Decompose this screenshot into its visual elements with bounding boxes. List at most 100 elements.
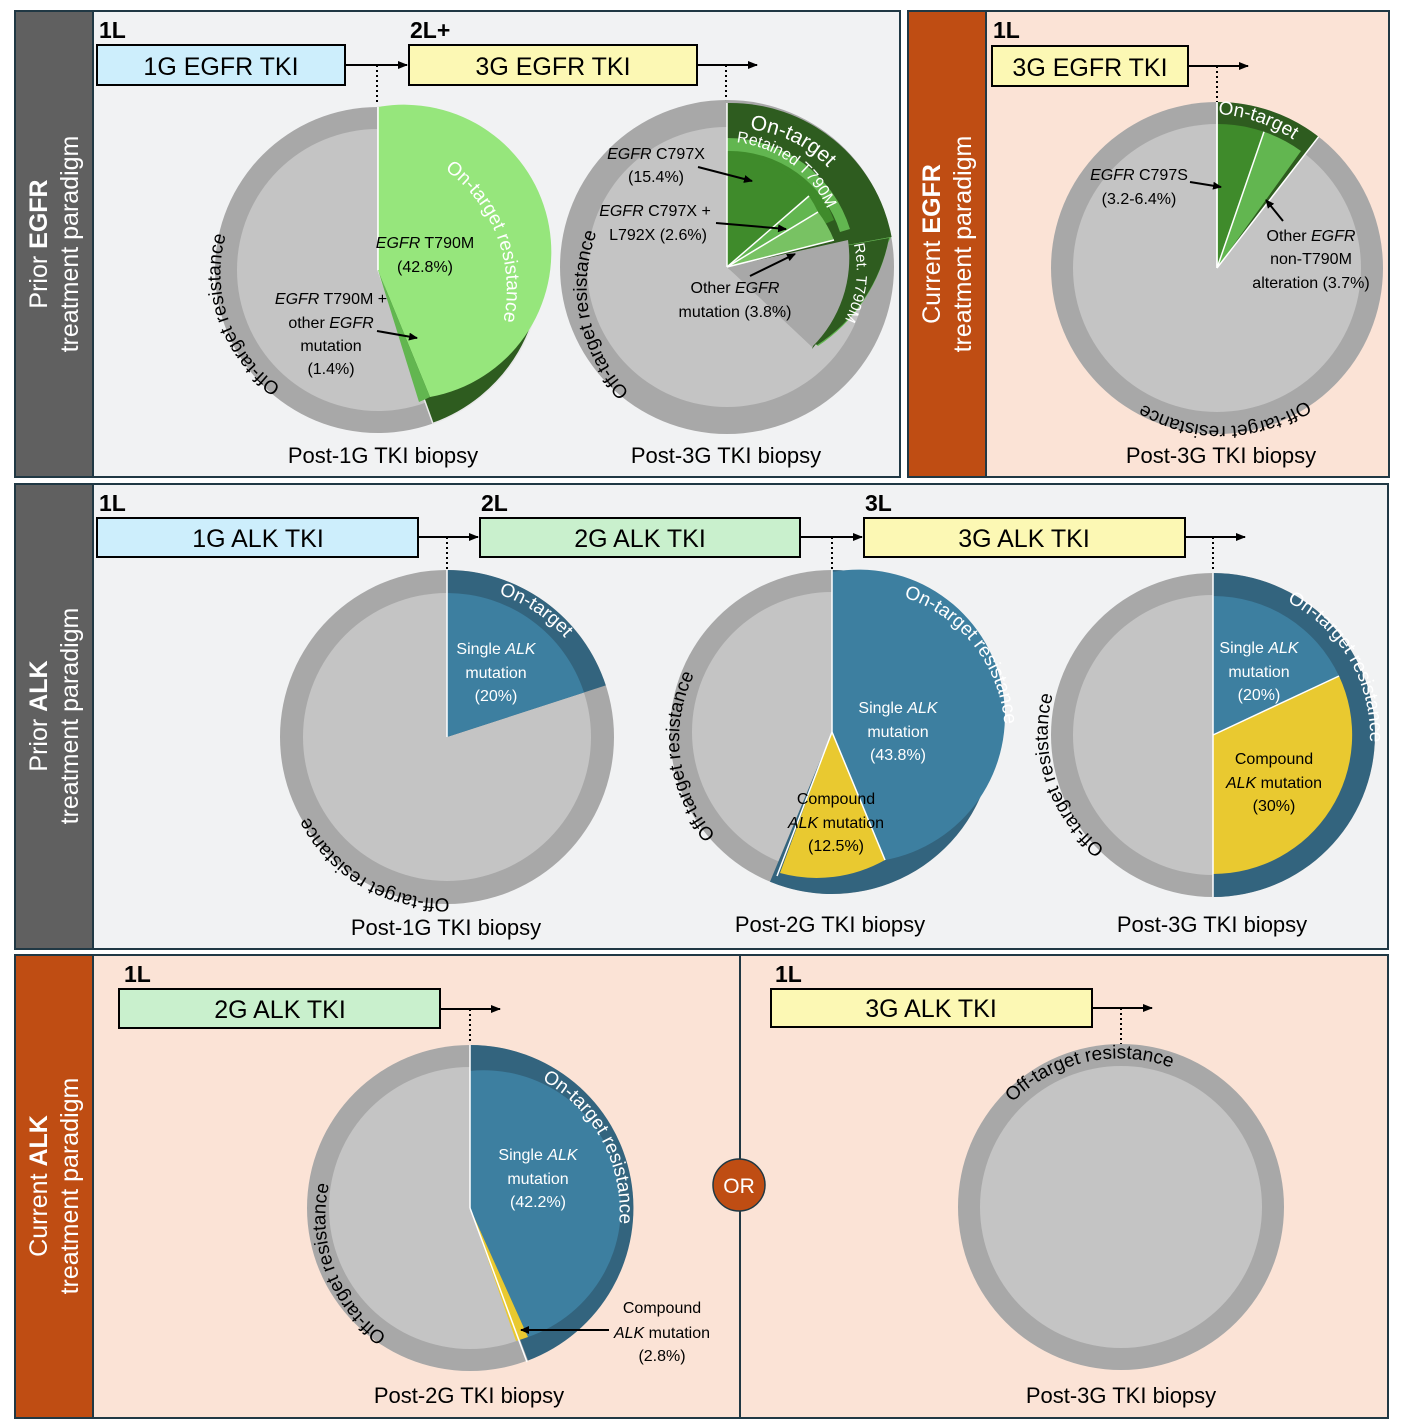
other-egfr-pointer-arrow: [1265, 199, 1284, 222]
current-egfr-sidebar-line1: Current EGFR: [918, 164, 946, 324]
prior-alk-sidebar: [14, 483, 94, 950]
compound-alk-line2: ALK mutation: [613, 1325, 710, 1342]
pie-inner: [980, 1066, 1262, 1348]
current-alk-sidebar-line1: Current ALK: [25, 1115, 53, 1257]
prior-alk-line-2l: 2L: [481, 490, 508, 516]
combo-pointer-arrow: [376, 330, 418, 341]
single-alk-slice: [1213, 595, 1339, 735]
post-3g-alk-pie: On-target resistance Off-target resistan…: [1032, 573, 1386, 897]
current-alk-sidebar: [14, 954, 94, 1419]
single-alk-line2: mutation: [1228, 664, 1289, 681]
post-1g-alk-caption: Post-1G TKI biopsy: [351, 915, 541, 940]
c797s-pct: (3.2-6.4%): [1102, 191, 1177, 208]
prior-alk-1g-tki-box: [96, 517, 419, 558]
current-egfr-caption: Post-3G TKI biopsy: [1126, 443, 1316, 468]
single-alk-line1: Single ALK: [498, 1147, 578, 1164]
c797x-pointer-arrow: [697, 166, 753, 183]
t790m-combo-line2: other EGFR: [288, 315, 374, 332]
compound-alk-slice: [1213, 676, 1353, 875]
other-egfr-slice: [727, 212, 834, 267]
current-alk-sidebar-line2: treatment paradigm: [56, 1078, 84, 1295]
prior-egfr-sidebar-line2: treatment paradigm: [56, 136, 84, 353]
current-alk-right-line-1l: 1L: [775, 961, 802, 987]
prior-egfr-line-1l: 1L: [99, 17, 126, 43]
prior-alk-line-1l: 1L: [99, 490, 126, 516]
or-label: OR: [723, 1175, 755, 1198]
current-alk-3g-tki-label: 3G ALK TKI: [865, 995, 997, 1023]
current-egfr-section: Current EGFR treatment paradigm 1L 3G EG…: [907, 10, 1390, 478]
prior-egfr-sidebar-line1: Prior EGFR: [25, 179, 53, 308]
compound-alk-pct: (12.5%): [808, 838, 864, 855]
compound-alk-pct: (30%): [1253, 798, 1296, 815]
prior-alk-1g-tki-label: 1G ALK TKI: [192, 525, 324, 553]
c797x-l792x-pointer-arrow: [715, 222, 787, 233]
post-3g-alk-caption: Post-3G TKI biopsy: [1117, 912, 1307, 937]
single-alk-line1: Single ALK: [858, 700, 938, 717]
other-egfr-slice: [1217, 131, 1301, 268]
current-egfr-post-3g-pie: On-target Off-target resistance EGFR C79…: [1051, 98, 1383, 442]
single-alk-line2: mutation: [507, 1171, 568, 1188]
c797x-l792x-label: EGFR C797X +: [599, 203, 711, 220]
compound-alk-slice: [780, 732, 885, 878]
prior-alk-section: Prior ALK treatment paradigm 1L 2L 3L 1G…: [14, 483, 1389, 950]
t790m-combo-line1: EGFR T790M +: [275, 291, 387, 308]
other-egfr-pointer-arrow: [749, 253, 796, 277]
post-2g-alk-pie: On-target resistance Off-target resistan…: [663, 569, 1020, 894]
compound-alk-line2: ALK mutation: [787, 815, 884, 832]
single-alk-pct: (20%): [1238, 687, 1281, 704]
t790m-combo-pct: (1.4%): [307, 361, 354, 378]
current-alk-left-line-1l: 1L: [124, 961, 151, 987]
current-alk-post-2g-caption: Post-2G TKI biopsy: [374, 1383, 564, 1408]
single-alk-line2: mutation: [867, 724, 928, 741]
or-badge: [712, 1158, 766, 1212]
current-egfr-3g-tki-box: [991, 45, 1189, 87]
other-egfr-line1: Other EGFR: [1267, 228, 1356, 245]
prior-egfr-1g-tki-box: [96, 44, 346, 86]
c797x-pct: (15.4%): [628, 169, 684, 186]
current-egfr-line-1l: 1L: [993, 17, 1020, 43]
single-alk-pct: (20%): [475, 688, 518, 705]
prior-alk-3g-tki-label: 3G ALK TKI: [958, 525, 1090, 553]
prior-alk-line-3l: 3L: [865, 490, 892, 516]
single-alk-slice: [832, 569, 1005, 860]
prior-alk-2g-tki-label: 2G ALK TKI: [574, 525, 706, 553]
post-3g-egfr-pie: On-target Retained T790M Ret. T790M Off-…: [560, 100, 894, 434]
c797s-pointer-arrow: [1189, 181, 1222, 190]
t790m-slice: [378, 104, 552, 398]
other-egfr-label: Other EGFR: [691, 280, 780, 297]
other-egfr-line2: non-T790M: [1270, 251, 1352, 268]
single-alk-pct: (42.2%): [510, 1194, 566, 1211]
c797s-label: EGFR C797S: [1090, 167, 1188, 184]
c797x-l792x-pct: L792X (2.6%): [609, 227, 707, 244]
prior-egfr-section: Prior EGFR treatment paradigm 1L 2L+ 1G …: [14, 10, 901, 478]
post-3g-egfr-caption: Post-3G TKI biopsy: [631, 443, 821, 468]
t790m-combo-line3: mutation: [300, 338, 361, 355]
post-1g-egfr-caption: Post-1G TKI biopsy: [288, 443, 478, 468]
single-alk-slice: [470, 1070, 621, 1337]
single-alk-line1: Single ALK: [1219, 640, 1299, 657]
compound-alk-slice: [470, 1208, 528, 1341]
compound-alk-line1: Compound: [623, 1300, 701, 1317]
single-alk-pct: (43.8%): [870, 747, 926, 764]
prior-egfr-1g-tki-label: 1G EGFR TKI: [143, 53, 298, 81]
compound-alk-pct: (2.8%): [638, 1348, 685, 1365]
prior-egfr-3g-tki-label: 3G EGFR TKI: [475, 53, 630, 81]
compound-alk-line1: Compound: [797, 791, 875, 808]
current-alk-post-3g-caption: Post-3G TKI biopsy: [1026, 1383, 1216, 1408]
other-egfr-line3: alteration (3.7%): [1252, 275, 1369, 292]
post-1g-egfr-pie: On-target resistance Off-target resistan…: [204, 104, 552, 433]
single-alk-slice: [447, 593, 584, 737]
other-egfr-pct: mutation (3.8%): [679, 304, 792, 321]
prior-egfr-line-2l: 2L+: [410, 17, 450, 43]
prior-alk-sidebar-line2: treatment paradigm: [56, 608, 84, 825]
prior-egfr-sidebar: [14, 10, 94, 478]
single-alk-line2: mutation: [465, 665, 526, 682]
compound-alk-line2: ALK mutation: [1225, 775, 1322, 792]
current-egfr-sidebar-line2: treatment paradigm: [949, 136, 977, 353]
current-alk-section: Current ALK treatment paradigm 1L 2G ALK…: [14, 954, 1389, 1419]
current-egfr-3g-tki-label: 3G EGFR TKI: [1012, 54, 1167, 82]
c797x-l792x-slice: [727, 196, 818, 267]
current-alk-post-3g-pie: Off-target resistance: [958, 1042, 1284, 1370]
post-2g-alk-caption: Post-2G TKI biopsy: [735, 912, 925, 937]
single-alk-line1: Single ALK: [456, 641, 536, 658]
